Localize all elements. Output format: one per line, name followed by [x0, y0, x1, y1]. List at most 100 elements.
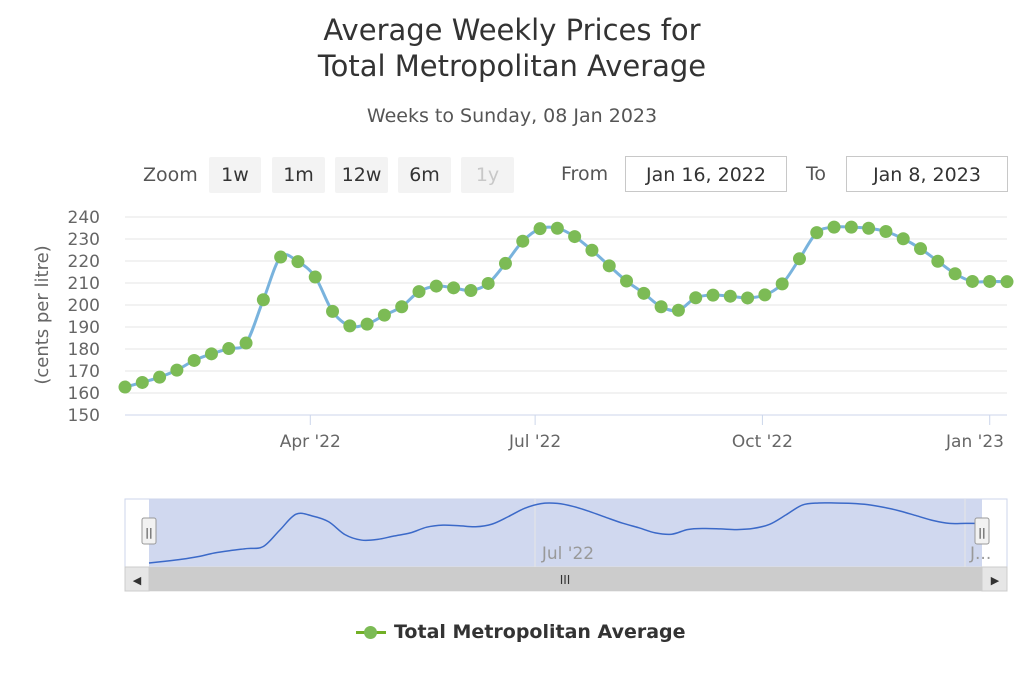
data-point[interactable]	[965, 274, 979, 288]
data-point[interactable]	[620, 274, 634, 288]
y-tick-label: 190	[68, 318, 100, 338]
data-point[interactable]	[291, 255, 305, 269]
legend-label: Total Metropolitan Average	[394, 621, 686, 643]
zoom-1w-button[interactable]: 1w	[209, 157, 261, 193]
data-point[interactable]	[896, 232, 910, 246]
data-point[interactable]	[256, 293, 270, 307]
data-point[interactable]	[395, 300, 409, 314]
data-point[interactable]	[585, 243, 599, 257]
svg-text:◀: ◀	[133, 574, 142, 587]
legend-item-total-metropolitan-average[interactable]: Total Metropolitan Average	[356, 618, 686, 646]
data-point[interactable]	[602, 259, 616, 273]
y-tick-label: 240	[68, 208, 100, 228]
x-tick-label: Jan '23	[945, 432, 1004, 452]
data-point[interactable]	[170, 363, 184, 377]
data-point[interactable]	[931, 254, 945, 268]
y-axis-label: (cents per litre)	[32, 245, 53, 384]
to-label: To	[806, 163, 827, 185]
data-point[interactable]	[637, 286, 651, 300]
data-point[interactable]	[550, 221, 564, 235]
svg-text:||: ||	[978, 526, 985, 539]
navigator-handle-left[interactable]: ||	[141, 517, 157, 545]
data-point[interactable]	[135, 375, 149, 389]
y-tick-label: 170	[68, 362, 100, 382]
data-point[interactable]	[516, 234, 530, 248]
legend-symbol	[356, 626, 386, 639]
scrollbar-right-arrow[interactable]: ▶	[981, 566, 1008, 592]
data-point[interactable]	[239, 336, 253, 350]
svg-text:▶: ▶	[991, 574, 1000, 587]
chart-title-line-2: Total Metropolitan Average	[317, 49, 707, 83]
data-point[interactable]	[498, 256, 512, 270]
data-point[interactable]	[983, 274, 997, 288]
data-point[interactable]	[447, 281, 461, 295]
zoom-6m-button[interactable]: 6m	[398, 157, 451, 193]
navigator-handle-right[interactable]: ||	[974, 517, 990, 545]
data-point[interactable]	[671, 303, 685, 317]
from-label: From	[561, 163, 609, 185]
to-date-input[interactable]: Jan 8, 2023	[846, 156, 1008, 192]
data-point[interactable]	[689, 291, 703, 305]
data-point[interactable]	[412, 285, 426, 299]
data-point[interactable]	[706, 288, 720, 302]
navigator-axis-label-right: J...	[969, 544, 991, 564]
data-point[interactable]	[118, 380, 132, 394]
y-tick-label: 160	[68, 384, 100, 404]
zoom-label: Zoom	[143, 164, 198, 186]
data-point[interactable]	[464, 283, 478, 297]
data-point[interactable]	[723, 289, 737, 303]
navigator-selection[interactable]	[149, 499, 982, 567]
data-point[interactable]	[1000, 275, 1014, 289]
navigator-axis-label: Jul '22	[541, 544, 594, 564]
data-point[interactable]	[204, 347, 218, 361]
data-point[interactable]	[741, 291, 755, 305]
svg-text:||: ||	[145, 526, 152, 539]
zoom-1m-button[interactable]: 1m	[272, 157, 325, 193]
data-point[interactable]	[844, 220, 858, 234]
data-point[interactable]	[792, 252, 806, 266]
data-point[interactable]	[879, 225, 893, 239]
zoom-12w-button[interactable]: 12w	[335, 157, 388, 193]
data-point[interactable]	[187, 353, 201, 367]
data-point[interactable]	[326, 304, 340, 318]
data-point[interactable]	[568, 230, 582, 244]
y-tick-label: 210	[68, 274, 100, 294]
data-point[interactable]	[377, 308, 391, 322]
scrollbar-thumb[interactable]	[149, 567, 982, 591]
data-point[interactable]	[775, 277, 789, 291]
data-point[interactable]	[308, 270, 322, 284]
data-point[interactable]	[343, 319, 357, 333]
data-point[interactable]	[274, 250, 288, 264]
data-point[interactable]	[948, 267, 962, 281]
data-point[interactable]	[758, 288, 772, 302]
data-point[interactable]	[810, 226, 824, 240]
y-tick-label: 200	[68, 296, 100, 316]
data-point[interactable]	[481, 276, 495, 290]
x-axis-ticks: Apr '22 Jul '22 Oct '22 Jan '23	[280, 415, 1004, 452]
data-point[interactable]	[862, 221, 876, 235]
chart-title-line-1: Average Weekly Prices for	[323, 13, 701, 47]
navigator-series-line	[148, 502, 983, 564]
data-point[interactable]	[153, 370, 167, 384]
y-tick-label: 180	[68, 340, 100, 360]
data-point[interactable]	[360, 317, 374, 331]
from-date-input[interactable]: Jan 16, 2022	[625, 156, 787, 192]
zoom-1y-button: 1y	[461, 157, 514, 193]
data-point[interactable]	[914, 242, 928, 256]
chart-subtitle: Weeks to Sunday, 08 Jan 2023	[366, 105, 658, 127]
data-point[interactable]	[827, 220, 841, 234]
x-tick-label: Apr '22	[280, 432, 341, 452]
grid-lines	[125, 216, 1007, 416]
data-point[interactable]	[222, 342, 236, 356]
x-tick-label: Jul '22	[508, 432, 561, 452]
scrollbar-left-arrow[interactable]: ◀	[124, 566, 150, 592]
y-tick-label: 150	[68, 406, 100, 426]
data-point[interactable]	[654, 300, 668, 314]
y-tick-label: 220	[68, 252, 100, 272]
data-point[interactable]	[533, 222, 547, 236]
data-point[interactable]	[429, 279, 443, 293]
scrollbar-grip: III	[560, 573, 571, 587]
series-line	[124, 225, 1008, 389]
